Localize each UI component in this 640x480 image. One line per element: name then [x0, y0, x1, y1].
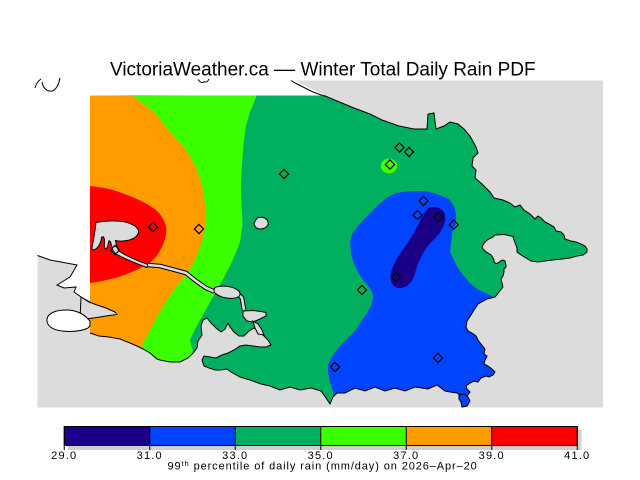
svg-text:33.0: 33.0: [222, 450, 248, 462]
svg-text:37.0: 37.0: [393, 450, 419, 462]
svg-text:41.0: 41.0: [564, 450, 590, 462]
svg-text:39.0: 39.0: [479, 450, 505, 462]
svg-text:31.0: 31.0: [137, 450, 163, 462]
svg-text:99th percentile of daily rain: 99th percentile of daily rain (mm/day) o…: [168, 459, 478, 473]
svg-text:35.0: 35.0: [308, 450, 334, 462]
svg-text:29.0: 29.0: [51, 450, 77, 462]
svg-text:VictoriaWeather.ca –– Winter T: VictoriaWeather.ca –– Winter Total Daily…: [110, 60, 536, 81]
